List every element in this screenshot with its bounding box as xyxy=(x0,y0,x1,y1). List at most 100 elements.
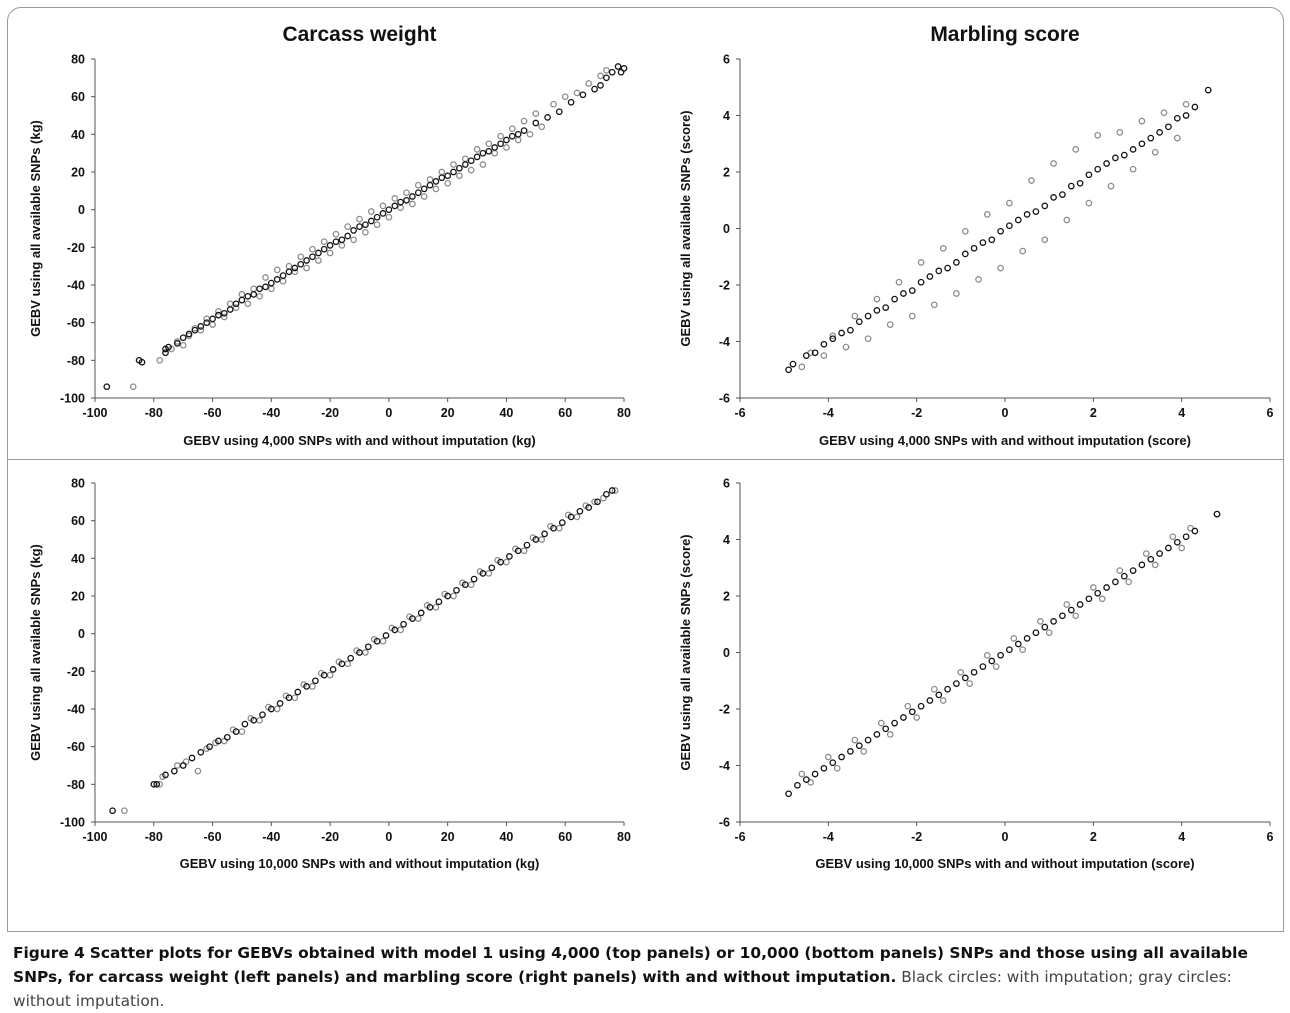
point-with-imputation xyxy=(1182,112,1190,119)
point-with-imputation xyxy=(820,340,828,348)
point-with-imputation xyxy=(244,292,252,300)
y-axis-label: GEBV using all available SNPs (score) xyxy=(678,110,693,346)
point-with-imputation xyxy=(238,296,246,304)
point-without-imputation xyxy=(833,764,841,772)
point-with-imputation xyxy=(179,762,187,769)
point-without-imputation xyxy=(908,312,916,320)
point-without-imputation xyxy=(930,301,938,309)
point-with-imputation xyxy=(497,558,504,566)
point-with-imputation xyxy=(256,285,263,293)
point-without-imputation xyxy=(1006,199,1013,207)
point-with-imputation xyxy=(250,716,258,724)
y-tick-label: -2 xyxy=(719,703,730,717)
y-tick-label: -100 xyxy=(60,392,85,406)
point-with-imputation xyxy=(170,767,178,775)
y-tick-label: -60 xyxy=(67,740,85,754)
point-without-imputation xyxy=(953,290,960,297)
point-with-imputation xyxy=(1191,527,1199,535)
x-tick-label: -40 xyxy=(262,830,280,844)
point-without-imputation xyxy=(444,179,452,187)
point-with-imputation xyxy=(285,268,293,276)
point-without-imputation xyxy=(877,719,885,727)
point-with-imputation xyxy=(1129,567,1137,574)
point-with-imputation xyxy=(567,513,575,521)
point-with-imputation xyxy=(303,257,310,264)
point-with-imputation xyxy=(294,688,302,696)
x-tick-label: 4 xyxy=(1178,406,1185,420)
point-with-imputation xyxy=(1094,589,1102,597)
point-with-imputation xyxy=(162,771,169,779)
point-with-imputation xyxy=(185,330,193,338)
series-with-imputation xyxy=(103,63,628,391)
point-without-imputation xyxy=(957,668,965,676)
point-without-imputation xyxy=(273,705,281,713)
point-with-imputation xyxy=(338,660,346,668)
point-with-imputation xyxy=(847,326,854,334)
point-without-imputation xyxy=(1138,117,1146,125)
point-without-imputation xyxy=(420,193,428,200)
point-with-imputation xyxy=(1191,103,1199,111)
point-without-imputation xyxy=(930,685,938,693)
point-with-imputation xyxy=(908,287,916,294)
point-without-imputation xyxy=(1094,131,1102,139)
point-with-imputation xyxy=(1173,114,1181,122)
y-tick-label: 40 xyxy=(71,128,85,142)
point-without-imputation xyxy=(886,321,894,328)
point-with-imputation xyxy=(206,743,213,751)
point-with-imputation xyxy=(594,498,601,506)
point-with-imputation xyxy=(926,273,934,280)
point-without-imputation xyxy=(917,259,925,266)
point-with-imputation xyxy=(1182,533,1190,541)
point-with-imputation xyxy=(1156,129,1163,136)
point-without-imputation xyxy=(1151,148,1159,156)
point-without-imputation xyxy=(179,341,187,349)
point-without-imputation xyxy=(209,321,216,328)
x-tick-label: 4 xyxy=(1178,830,1185,844)
y-tick-label: -20 xyxy=(67,241,85,255)
point-with-imputation xyxy=(785,366,792,374)
point-without-imputation xyxy=(297,253,305,261)
point-without-imputation xyxy=(303,264,310,272)
point-with-imputation xyxy=(1156,550,1163,557)
point-without-imputation xyxy=(1041,236,1049,244)
y-tick-label: 6 xyxy=(723,477,730,491)
point-without-imputation xyxy=(220,313,228,321)
point-without-imputation xyxy=(591,498,598,506)
point-without-imputation xyxy=(520,547,528,555)
point-without-imputation xyxy=(238,291,246,298)
point-with-imputation xyxy=(409,193,416,200)
point-with-imputation xyxy=(523,541,531,549)
point-with-imputation xyxy=(961,674,969,682)
x-tick-label: -60 xyxy=(204,406,222,420)
point-without-imputation xyxy=(156,356,164,364)
point-with-imputation xyxy=(1165,123,1172,131)
point-with-imputation xyxy=(479,570,487,577)
point-with-imputation xyxy=(917,702,925,710)
point-without-imputation xyxy=(1098,595,1106,603)
point-without-imputation xyxy=(1125,578,1133,586)
point-without-imputation xyxy=(820,352,828,359)
x-tick-label: -2 xyxy=(911,830,922,844)
y-tick-label: 20 xyxy=(71,590,85,604)
point-with-imputation xyxy=(356,649,363,656)
point-with-imputation xyxy=(794,781,801,789)
point-with-imputation xyxy=(191,326,199,334)
y-tick-label: 4 xyxy=(723,533,730,547)
point-with-imputation xyxy=(620,65,628,72)
point-with-imputation xyxy=(444,592,452,600)
point-without-imputation xyxy=(232,304,240,311)
point-without-imputation xyxy=(1178,544,1186,552)
point-with-imputation xyxy=(438,174,446,182)
x-tick-label: 0 xyxy=(385,830,392,844)
point-without-imputation xyxy=(611,487,619,494)
point-without-imputation xyxy=(1151,561,1159,569)
point-without-imputation xyxy=(561,93,569,101)
point-with-imputation xyxy=(285,694,293,702)
point-without-imputation xyxy=(479,161,487,168)
point-with-imputation xyxy=(1076,179,1084,187)
point-with-imputation xyxy=(461,161,469,168)
point-with-imputation xyxy=(1076,601,1084,608)
point-with-imputation xyxy=(150,780,158,788)
point-with-imputation xyxy=(426,603,434,611)
point-without-imputation xyxy=(532,110,540,117)
